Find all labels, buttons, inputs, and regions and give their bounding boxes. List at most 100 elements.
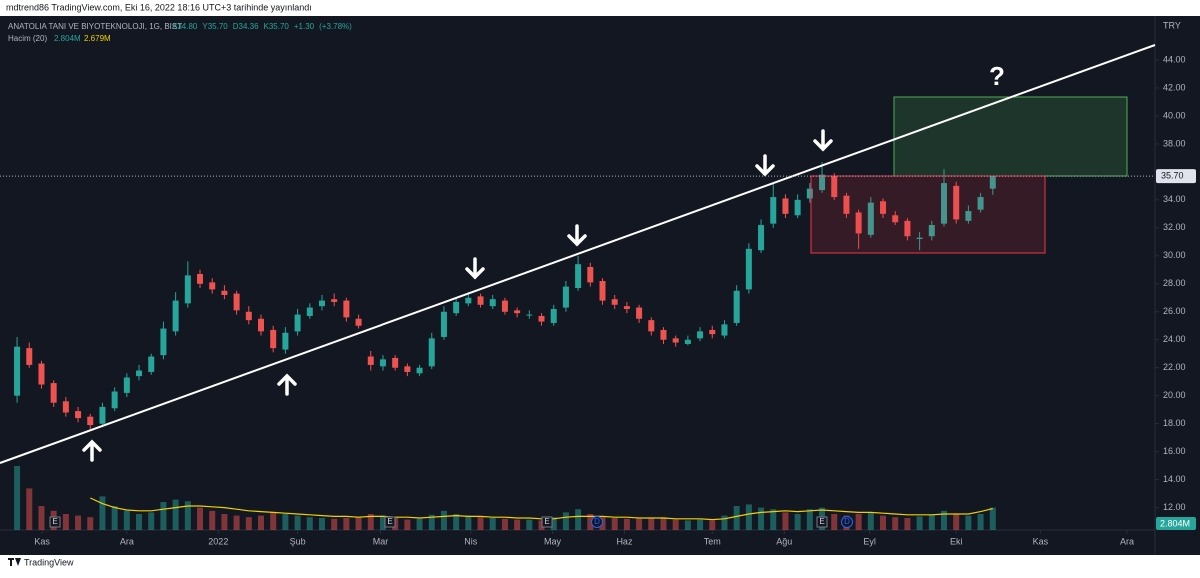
volume-bar [428, 514, 435, 530]
footer-bar [0, 555, 1200, 573]
x-tick-label: Eyl [863, 536, 876, 546]
candle-body [318, 300, 325, 307]
volume-bar [526, 519, 533, 530]
candle-body [636, 307, 643, 319]
volume-bar [209, 510, 216, 530]
candle-body [989, 176, 996, 189]
candle-body [416, 367, 423, 374]
y-tick-label: 20.00 [1163, 390, 1186, 400]
volume-bar [892, 517, 899, 530]
arrow-up [82, 439, 102, 462]
volume-bar [26, 488, 33, 530]
x-tick-label: Eki [950, 536, 963, 546]
candle-body [38, 363, 45, 385]
candle-body [258, 318, 265, 332]
x-tick-label: Nis [464, 536, 477, 546]
y-tick-label: 22.00 [1163, 362, 1186, 372]
volume-bar [331, 518, 338, 530]
candle-body [916, 237, 923, 240]
volume-bar [562, 512, 569, 530]
volume-bar [197, 507, 204, 530]
event-circle [841, 516, 853, 528]
volume-bar [550, 517, 557, 530]
candle-body [977, 197, 984, 210]
volume-bar [453, 514, 460, 530]
x-tick-label: Kas [1033, 536, 1049, 546]
y-tick-label: 38.00 [1163, 138, 1186, 148]
volume-bar [794, 514, 801, 530]
candle-body [782, 198, 789, 214]
candle-body [550, 308, 557, 323]
candle-body [209, 282, 216, 290]
volume-bar [514, 519, 521, 530]
volume-last-box [1156, 517, 1196, 530]
candle-body [697, 331, 704, 339]
candle-body [453, 301, 460, 314]
candle-body [477, 296, 484, 305]
y-tick-label: 32.00 [1163, 222, 1186, 232]
event-box [541, 516, 553, 528]
event-box [384, 516, 396, 528]
volume-bar [758, 507, 765, 530]
volume-bar [404, 519, 411, 530]
candle-body [721, 324, 728, 336]
x-tick-label: May [544, 536, 562, 546]
volume-bar [575, 509, 582, 530]
volume-bar [636, 518, 643, 530]
volume-bar [770, 509, 777, 530]
candle-body [880, 201, 887, 214]
candle-body [331, 299, 338, 302]
volume-bar [880, 515, 887, 530]
volume-bar [184, 501, 191, 530]
candle-body [941, 183, 948, 224]
candle-body [172, 300, 179, 332]
volume-bar [38, 506, 45, 530]
volume-bar [684, 520, 691, 530]
candle-body [233, 293, 240, 311]
volume-bar [587, 514, 594, 530]
candle-body [343, 300, 350, 318]
volume-bar [440, 510, 447, 530]
arrow-up [277, 373, 297, 396]
x-tick-label: Tem [704, 536, 721, 546]
target-box [893, 96, 1128, 177]
y-tick-label: 28.00 [1163, 278, 1186, 288]
arrow-down [755, 154, 775, 177]
candle-body [62, 401, 69, 413]
volume-bar [904, 518, 911, 530]
candle-body [221, 290, 228, 295]
volume-bar [989, 507, 996, 530]
candle-body [526, 314, 533, 316]
x-tick-label: Ara [120, 536, 134, 546]
candle-body [428, 338, 435, 367]
candle-body [562, 286, 569, 308]
x-tick-label: Mar [373, 536, 389, 546]
volume-bar [977, 514, 984, 530]
candle-body [733, 290, 740, 323]
volume-bar [831, 514, 838, 530]
candle-body [404, 366, 411, 372]
volume-bar [148, 512, 155, 530]
candle-body [465, 297, 472, 304]
event: E [544, 517, 549, 526]
x-tick-label: Ara [1120, 536, 1134, 546]
arrows [82, 129, 833, 462]
ohlc-value: K35.70 [264, 22, 290, 31]
ohlc-value: D34.36 [233, 22, 259, 31]
candle-body [953, 185, 960, 220]
volume-bar [855, 514, 862, 530]
candle-body [831, 176, 838, 198]
ohlc-value: +1.30 [294, 22, 315, 31]
y-tick-label: 26.00 [1163, 306, 1186, 316]
volume-value: 2.804M [54, 34, 81, 43]
volume-bar [355, 517, 362, 530]
currency: TRY [1163, 20, 1181, 30]
volume-bar [611, 518, 618, 530]
candle-body [684, 339, 691, 344]
chart-title: ANATOLIA TANI VE BIYOTEKNOLOJI, 1G, BIST [8, 22, 182, 31]
volume-bar [318, 518, 325, 530]
candle-body [660, 329, 667, 340]
candle-body [575, 264, 582, 288]
candle-body [709, 329, 716, 335]
